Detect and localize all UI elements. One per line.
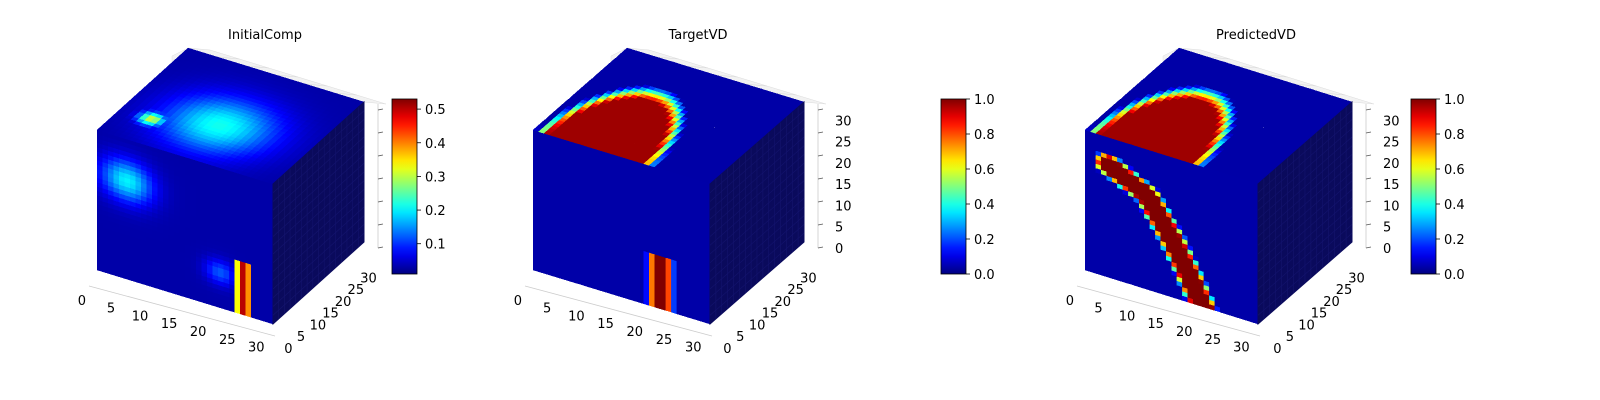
- z-tick: [377, 246, 384, 249]
- colorbar: 0.0 0.2 0.4 0.6 0.8 1.0: [940, 93, 995, 283]
- z-axis: [377, 104, 384, 249]
- z-tick-label: 30: [835, 114, 852, 129]
- z-tick-label: 10: [835, 199, 852, 214]
- gridline: [334, 92, 357, 96]
- panel-title: InitialComp: [228, 28, 302, 43]
- z-tick: [817, 108, 824, 111]
- z-tick: [377, 131, 384, 134]
- z-tick: [377, 200, 384, 203]
- z-tick: [817, 200, 824, 203]
- colorbar-tick-label: 0.2: [974, 233, 995, 248]
- x-tick-label: 30: [685, 341, 702, 356]
- gridline: [246, 65, 269, 69]
- colorbar-tick-label: 0.4: [974, 198, 995, 213]
- z-tick-label: 0: [835, 242, 843, 257]
- z-tick: [817, 246, 824, 249]
- z-tick: [817, 177, 824, 180]
- y-tick-label: 30: [360, 272, 377, 287]
- x-tick-label: 10: [132, 309, 149, 324]
- z-tick: [817, 223, 824, 226]
- x-tick-label: 5: [543, 302, 551, 317]
- colorbar: 0.1 0.2 0.3 0.4 0.5: [391, 98, 446, 275]
- gridline: [275, 74, 299, 78]
- z-tick-label: 5: [835, 221, 843, 236]
- x-tick-label: 15: [597, 317, 614, 332]
- colorbar-gradient: [391, 98, 418, 275]
- gridline: [305, 83, 328, 87]
- x-tick-label: 0: [78, 294, 86, 309]
- z-axis: 0 5 10 15 20 25 30: [817, 104, 852, 257]
- colorbar-tick-label: 0.8: [974, 128, 995, 143]
- x-tick-label: 10: [568, 309, 585, 324]
- z-tick: [377, 223, 384, 226]
- panel-title: TargetVD: [667, 28, 727, 43]
- z-tick: [377, 177, 384, 180]
- colorbar-tick-label: 0.2: [425, 204, 446, 219]
- x-tick-label: 25: [219, 333, 236, 348]
- x-tick-label: 25: [656, 333, 673, 348]
- colorbar-tick-label: 0.5: [425, 103, 446, 118]
- x-tick-label: 15: [161, 317, 178, 332]
- x-tick-label: 0: [514, 294, 522, 309]
- z-tick-label: 25: [835, 136, 852, 151]
- y-tick-label: 0: [723, 342, 731, 357]
- colorbar-tick-label: 0.3: [425, 170, 446, 185]
- colorbar-tick-label: 0.1: [425, 238, 446, 253]
- panel-title: PredictedVD: [1216, 28, 1296, 43]
- colorbar-tick-label: 0.6: [974, 163, 995, 178]
- x-tick-label: 20: [190, 325, 207, 340]
- colorbar-tick-label: 1.0: [974, 93, 995, 108]
- z-tick-label: 15: [835, 178, 852, 193]
- colorbar-tick-label: 0.4: [425, 137, 446, 152]
- z-tick: [817, 131, 824, 134]
- z-tick: [377, 108, 384, 111]
- y-tick-label: 5: [736, 330, 744, 345]
- y-tick-label: 0: [284, 342, 292, 357]
- z-tick: [377, 154, 384, 157]
- y-tick-label: 5: [297, 330, 305, 345]
- z-tick-label: 20: [835, 157, 852, 172]
- colorbar-gradient: [940, 98, 967, 275]
- x-tick-label: 30: [248, 341, 265, 356]
- z-tick: [817, 154, 824, 157]
- front-face: [96, 129, 274, 325]
- y-tick-label: 30: [800, 272, 817, 287]
- x-tick-label: 5: [107, 302, 115, 317]
- x-tick-label: 20: [627, 325, 644, 340]
- gridline: [217, 56, 240, 60]
- colorbar-tick-label: 0.0: [974, 268, 995, 283]
